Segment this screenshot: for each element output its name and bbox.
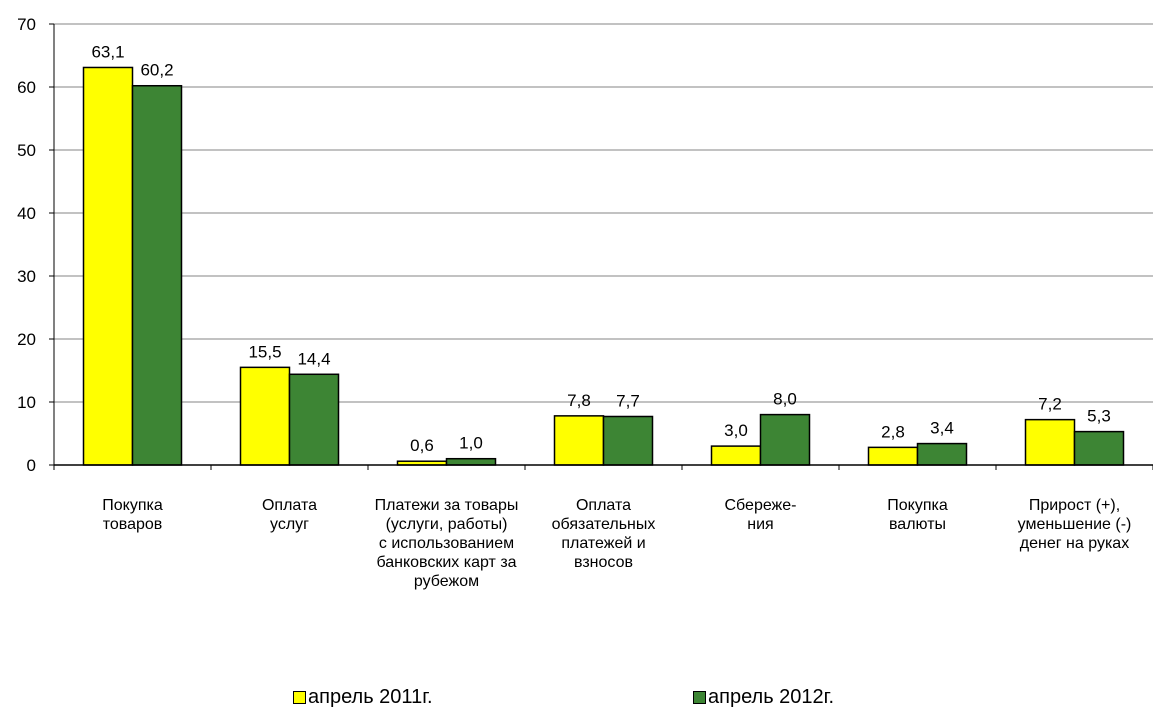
x-category-label-line: (услуги, работы) [385, 516, 508, 533]
x-category-label-line: Оплата [261, 497, 318, 514]
y-tick-label: 20 [17, 330, 36, 349]
data-label: 5,3 [1087, 407, 1111, 426]
x-category-label-line: Покупка [887, 497, 948, 514]
x-category-label-line: Покупка [102, 497, 163, 514]
bar-2012 [759, 413, 811, 466]
x-category-label: Оплата обязательных платежей и взносов [524, 496, 684, 572]
legend-label-2011: апрель 2011г. [308, 686, 433, 708]
bar-2012 [288, 373, 340, 466]
x-category-label: Покупка товаров [53, 496, 213, 534]
y-tick-label: 0 [27, 456, 36, 475]
x-category-label-line: рубежом [413, 573, 480, 590]
y-tick-label: 70 [17, 15, 36, 34]
x-category-label-line: товаров [102, 516, 163, 533]
x-category-label-line: Прирост (+), [1028, 497, 1121, 514]
bar-2011 [553, 415, 605, 466]
data-label: 7,7 [616, 391, 640, 410]
data-label: 7,8 [567, 391, 591, 410]
data-label: 14,4 [297, 349, 330, 368]
bar-2012 [131, 84, 183, 466]
bar-2011 [239, 366, 291, 466]
bar-2012 [1073, 430, 1125, 466]
x-category-label-line: услуг [270, 516, 309, 533]
y-tick-label: 30 [17, 267, 36, 286]
data-label: 8,0 [773, 390, 797, 409]
data-label: 2,8 [881, 422, 905, 441]
legend-swatch-2012 [693, 690, 706, 704]
y-tick-label: 60 [17, 78, 36, 97]
x-category-label: Сбереже-ния [681, 496, 841, 534]
x-category-label: Платежи за товары (услуги, работы) с испол… [367, 496, 527, 591]
x-category-label: Прирост (+), уменьшение (-) денег на руках [995, 496, 1153, 553]
data-label: 3,0 [724, 421, 748, 440]
legend-item-2012: апрель 2012г. [693, 686, 834, 708]
x-category-label-line: денег на руках [1019, 535, 1130, 552]
bar-2012 [916, 442, 968, 466]
data-label: 3,4 [930, 419, 954, 438]
x-category-label: Оплата услуг [210, 496, 370, 534]
y-tick-label: 10 [17, 393, 36, 412]
x-category-label-line: банковских карт за [376, 554, 517, 571]
bar-2011 [710, 445, 762, 466]
x-category-label-line: Платежи за товары [374, 497, 519, 514]
bar-2011 [867, 446, 919, 466]
x-category-label-line: Оплата [575, 497, 632, 514]
x-category-label-line: ния [747, 516, 774, 533]
x-category-label-line: взносов [574, 554, 633, 571]
y-tick-label: 50 [17, 141, 36, 160]
legend-swatch-2011 [293, 690, 306, 704]
data-label: 63,1 [91, 42, 124, 61]
data-label: 7,2 [1038, 395, 1062, 414]
bar-2011 [82, 66, 134, 466]
legend-label-2012: апрель 2012г. [708, 686, 835, 708]
x-category-label: Покупка валюты [838, 496, 998, 534]
x-category-label-line: валюты [888, 516, 947, 533]
x-category-label-line: платежей и [561, 535, 646, 552]
data-label: 0,6 [410, 436, 434, 455]
data-label: 1,0 [459, 434, 483, 453]
bar-2012 [602, 415, 654, 466]
x-category-label-line: уменьшение (-) [1017, 516, 1132, 533]
x-category-label-line: обязательных [551, 516, 656, 533]
x-category-label-line: с использованием [378, 535, 515, 552]
x-category-label-line: Сбереже- [724, 497, 797, 514]
data-label: 60,2 [140, 61, 173, 80]
legend-item-2011: апрель 2011г. [293, 686, 433, 708]
y-tick-label: 40 [17, 204, 36, 223]
data-label: 15,5 [248, 342, 281, 361]
bar-2012 [445, 457, 497, 466]
bar-2011 [1024, 418, 1076, 466]
